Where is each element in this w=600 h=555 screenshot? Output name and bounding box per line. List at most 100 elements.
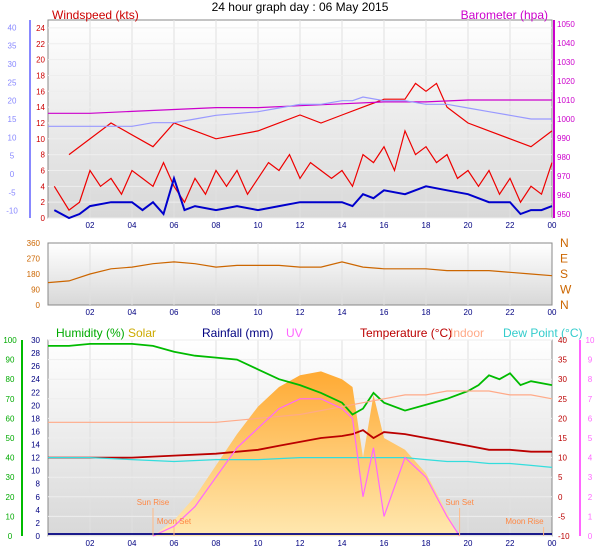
chart-title: 24 hour graph day : 06 May 2015 <box>212 0 389 14</box>
x-tick-label: 14 <box>338 221 347 230</box>
rain-tick-label: 12 <box>31 454 40 463</box>
compass-label: E <box>560 252 568 266</box>
x-tick-label: 00 <box>548 221 557 230</box>
x-tick-label: 10 <box>254 308 263 317</box>
x-tick-label: 12 <box>296 308 305 317</box>
solar-label: Solar <box>128 326 156 340</box>
humidity-tick-label: 30 <box>6 473 15 482</box>
x-tick-label: 10 <box>254 221 263 230</box>
wind-tick-label: 0 <box>41 214 46 223</box>
rain-tick-label: 10 <box>31 467 40 476</box>
wind-tick-label: 8 <box>41 151 46 160</box>
humidity-tick-label: 100 <box>3 336 17 345</box>
series-line-windspeed <box>53 129 553 211</box>
baro-tick-label: 1030 <box>557 58 575 67</box>
uv-tick-label: 8 <box>588 375 593 384</box>
x-tick-label: 02 <box>86 539 95 548</box>
uv-tick-label: 10 <box>586 336 595 345</box>
x-tick-label: 18 <box>422 221 431 230</box>
uv-tick-label: 0 <box>588 532 593 541</box>
temp-tick-label: -5 <box>558 512 566 521</box>
wind-tick-label: 2 <box>41 198 46 207</box>
humidity-tick-label: 90 <box>6 356 15 365</box>
temp-tick-label: -10 <box>558 532 570 541</box>
rainfall-label: Rainfall (mm) <box>202 326 273 340</box>
humidity-tick-label: 80 <box>6 375 15 384</box>
temp-tick-label: 35 <box>558 356 567 365</box>
wind-tick-label: 10 <box>36 135 45 144</box>
series-line-barometer <box>48 99 552 114</box>
baro-tick-label: 1000 <box>557 115 575 124</box>
temp-tick-label: 10 <box>558 454 567 463</box>
sun-moon-annotation: Sun Set <box>445 498 474 507</box>
rain-tick-label: 16 <box>31 427 40 436</box>
temp-blue-tick-label: 15 <box>8 115 17 124</box>
temp-blue-tick-label: 0 <box>10 170 15 179</box>
sun-moon-annotation: Moon Rise <box>505 517 544 526</box>
x-tick-label: 20 <box>464 308 473 317</box>
x-tick-label: 16 <box>380 221 389 230</box>
temp-blue-tick-label: -10 <box>6 207 18 216</box>
sun-moon-annotation: Moon Set <box>157 517 192 526</box>
humidity-tick-label: 60 <box>6 414 15 423</box>
rain-tick-label: 24 <box>31 375 40 384</box>
series-line-dew-point <box>48 457 553 468</box>
uv-tick-label: 3 <box>588 473 593 482</box>
compass-label: N <box>560 298 569 312</box>
series-line-humidity <box>48 342 553 416</box>
compass-label: W <box>560 283 572 297</box>
humidity-label: Humidity (%) <box>56 326 125 340</box>
series-area-solar <box>153 371 460 536</box>
rain-tick-label: 22 <box>31 388 40 397</box>
rain-tick-label: 26 <box>31 362 40 371</box>
x-tick-label: 18 <box>422 539 431 548</box>
compass-label: N <box>560 236 569 250</box>
direction-tick-label: 180 <box>27 270 41 279</box>
rain-tick-label: 18 <box>31 414 40 423</box>
uv-tick-label: 1 <box>588 512 593 521</box>
x-tick-label: 04 <box>128 539 137 548</box>
series-line-indoor <box>48 390 553 423</box>
x-tick-label: 06 <box>170 221 179 230</box>
temperature-label: Temperature (°C) <box>360 326 452 340</box>
humidity-tick-label: 50 <box>6 434 15 443</box>
wind-tick-label: 6 <box>41 166 46 175</box>
wind-tick-label: 20 <box>36 56 45 65</box>
temp-blue-tick-label: 5 <box>10 152 15 161</box>
rain-tick-label: 30 <box>31 336 40 345</box>
temp-tick-label: 25 <box>558 395 567 404</box>
x-tick-label: 20 <box>464 539 473 548</box>
series-line-wind-direction <box>47 261 553 284</box>
x-tick-label: 02 <box>86 308 95 317</box>
humidity-tick-label: 20 <box>6 493 15 502</box>
temp-blue-tick-label: 10 <box>8 133 17 142</box>
barometer-axis-label: Barometer (hpa) <box>461 8 548 22</box>
rain-tick-label: 2 <box>36 519 41 528</box>
x-tick-label: 22 <box>506 539 515 548</box>
dewpoint-label: Dew Point (°C) <box>503 326 582 340</box>
x-tick-label: 06 <box>170 308 179 317</box>
wind-tick-label: 24 <box>36 24 45 33</box>
rain-tick-label: 14 <box>31 441 40 450</box>
temp-blue-tick-label: 35 <box>8 42 17 51</box>
x-tick-label: 14 <box>338 539 347 548</box>
x-tick-label: 04 <box>128 308 137 317</box>
x-tick-label: 08 <box>212 539 221 548</box>
x-tick-label: 14 <box>338 308 347 317</box>
baro-tick-label: 1020 <box>557 77 575 86</box>
temp-tick-label: 5 <box>558 473 563 482</box>
temp-tick-label: 15 <box>558 434 567 443</box>
direction-tick-label: 90 <box>31 286 40 295</box>
wind-tick-label: 12 <box>36 119 45 128</box>
x-tick-label: 04 <box>128 221 137 230</box>
uv-tick-label: 2 <box>588 493 593 502</box>
x-tick-label: 08 <box>212 221 221 230</box>
rain-tick-label: 4 <box>36 506 41 515</box>
x-tick-label: 12 <box>296 221 305 230</box>
direction-tick-label: 270 <box>27 255 41 264</box>
rain-tick-label: 8 <box>36 480 41 489</box>
series-line-gust <box>68 82 553 156</box>
uv-tick-label: 7 <box>588 395 593 404</box>
uv-label: UV <box>286 326 303 340</box>
sun-moon-annotation: Sun Rise <box>137 498 170 507</box>
